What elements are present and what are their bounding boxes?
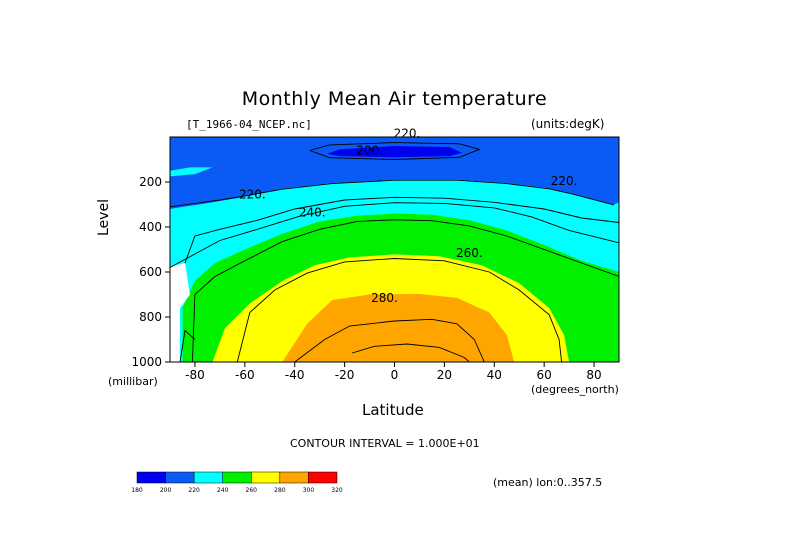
color-bar-segment (136, 471, 166, 484)
color-bar-segment (279, 471, 309, 484)
region-1 (170, 179, 619, 267)
contour-interval: CONTOUR INTERVAL = 1.000E+01 (290, 437, 480, 450)
color-bar-segment (308, 471, 338, 484)
x-tick-label: 0 (391, 368, 399, 382)
color-bar-label: 200 (160, 487, 172, 494)
color-bar-label: 280 (274, 487, 286, 494)
contour-label-3: 200. (356, 144, 383, 158)
contour-label-2: 220. (551, 174, 578, 188)
contour-label-1: 240. (299, 205, 326, 219)
region-4 (282, 294, 515, 362)
x-axis-title: Latitude (362, 401, 424, 419)
x-tick-label: 40 (487, 368, 502, 382)
contour-line-6 (309, 142, 481, 160)
color-bar-label: 320 (331, 487, 343, 494)
y-tick-label: 400 (139, 220, 162, 234)
region-5 (327, 146, 462, 158)
chart-title: Monthly Mean Air temperature (241, 88, 548, 110)
contour-line-0 (170, 179, 615, 208)
contour-label-5: 260. (456, 246, 483, 260)
y-axis-title: Level (96, 199, 112, 236)
x-tick-label: -40 (285, 368, 305, 382)
x-axis-units: (degrees_north) (531, 383, 619, 396)
color-bar-label: 260 (246, 487, 258, 494)
y-tick-label: 600 (139, 265, 162, 279)
contour-line-5 (294, 318, 485, 362)
color-bar-segment (193, 471, 223, 484)
x-tick-label: 80 (586, 368, 601, 382)
color-bar-label: 220 (188, 487, 200, 494)
contour-line-7 (351, 343, 470, 362)
color-bar-label: 240 (217, 487, 229, 494)
mean-info: (mean) lon:0..357.5 (493, 476, 603, 489)
region-0 (170, 137, 619, 209)
x-tick-label: -60 (235, 368, 255, 382)
color-bar-segment (165, 471, 195, 484)
contour-line-4 (236, 258, 563, 362)
contour-line-3 (191, 219, 619, 362)
contour-line-8 (179, 329, 196, 362)
dataset-label: [T_1966-04_NCEP.nc] (186, 118, 312, 131)
y-axis-units: (millibar) (108, 375, 158, 388)
region-missing-data (170, 263, 190, 362)
contour-lines (170, 142, 619, 362)
x-axis-ticks: -80 -60 -40 -20 0 20 40 60 80 (185, 362, 602, 382)
x-tick-label: -20 (335, 368, 355, 382)
y-tick-label: 800 (139, 310, 162, 324)
y-tick-label: 1000 (131, 355, 162, 369)
contour-label-4: 220. (394, 127, 421, 141)
contour-label-6: 280. (371, 291, 398, 305)
color-bar: 180 200 220 240 260 280 300 320 (131, 471, 343, 494)
contour-labels: 220. 240. 220. 200. 220. 260. 280. (239, 127, 578, 305)
filled-contours (170, 137, 619, 362)
contour-label-0: 220. (239, 187, 266, 201)
contour-line-2 (184, 196, 619, 264)
region-cyan-patch (170, 167, 213, 177)
color-bar-segment (222, 471, 252, 484)
y-axis-ticks: 200 400 600 800 1000 (131, 175, 170, 369)
color-bar-segment (251, 471, 281, 484)
color-bar-label: 300 (303, 487, 315, 494)
x-tick-label: 60 (537, 368, 552, 382)
x-tick-label: 20 (437, 368, 452, 382)
y-tick-label: 200 (139, 175, 162, 189)
color-bar-label: 180 (131, 487, 143, 494)
x-tick-label: -80 (185, 368, 205, 382)
units-label: (units:degK) (531, 117, 605, 131)
contour-line-1 (170, 202, 619, 268)
